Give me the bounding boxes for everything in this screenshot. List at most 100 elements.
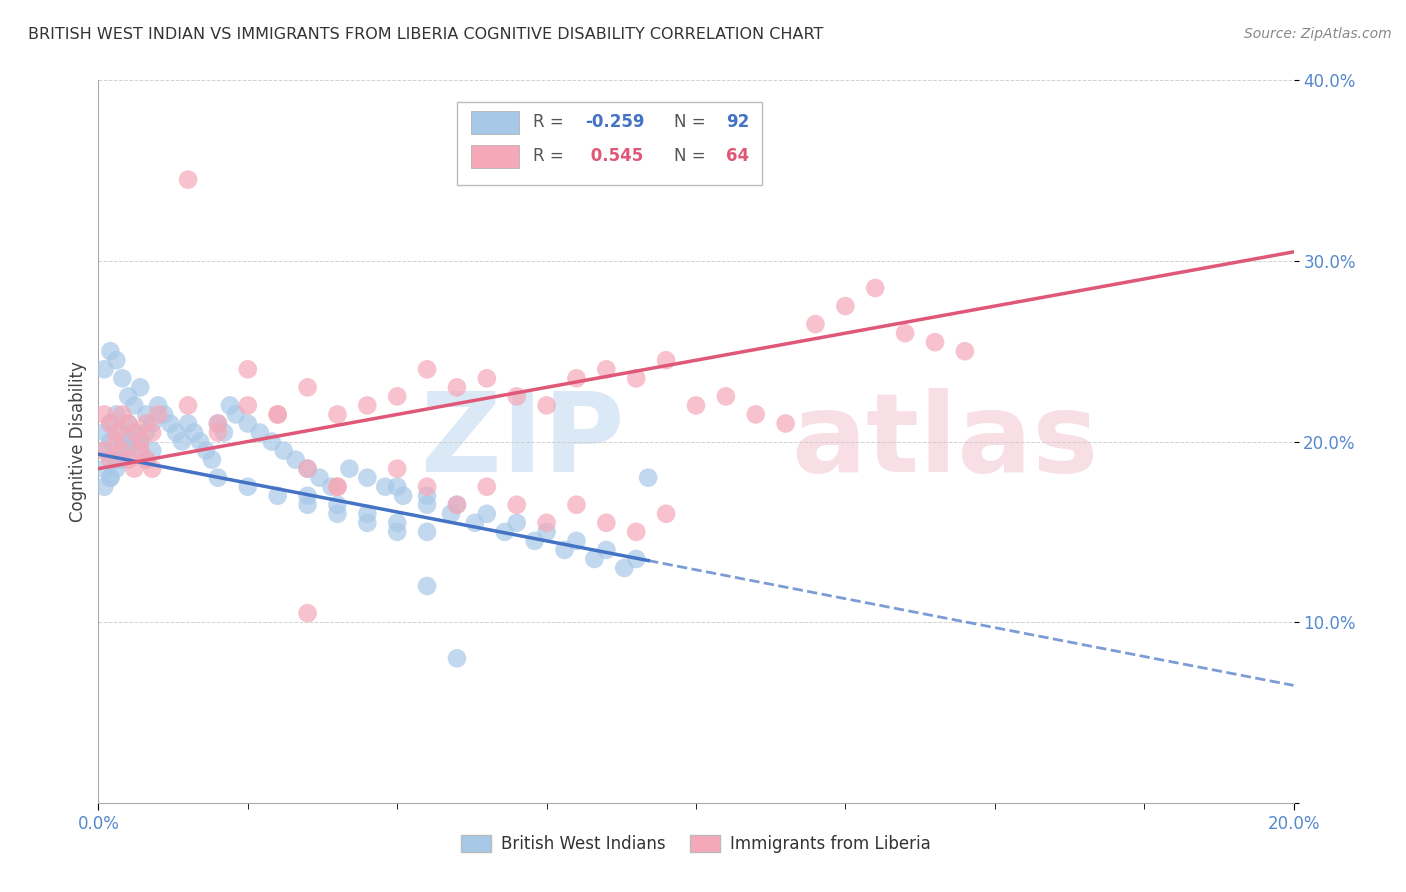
Point (207, 417, 229, 431)
Point (135, 425, 157, 440)
Point (385, 524, 409, 539)
Point (165, 425, 187, 440)
Point (374, 480, 396, 494)
Point (446, 498, 468, 512)
Point (626, 371, 648, 385)
Point (339, 461, 361, 475)
Point (105, 452, 128, 467)
Point (105, 452, 128, 467)
Point (117, 452, 139, 467)
Point (93, 408, 115, 422)
Point (236, 480, 259, 494)
Point (385, 516, 409, 530)
Point (565, 533, 588, 548)
Point (894, 326, 917, 340)
Point (565, 371, 588, 385)
Point (565, 498, 588, 512)
Point (201, 452, 224, 467)
Point (135, 452, 157, 467)
Point (356, 507, 378, 521)
Point (440, 507, 463, 521)
Point (308, 471, 330, 485)
Point (135, 452, 157, 467)
Text: -0.259: -0.259 (585, 113, 644, 131)
Point (98, 344, 122, 359)
Point (129, 380, 152, 394)
Text: BRITISH WEST INDIAN VS IMMIGRANTS FROM LIBERIA COGNITIVE DISABILITY CORRELATION : BRITISH WEST INDIAN VS IMMIGRANTS FROM L… (28, 27, 824, 42)
Point (953, 344, 976, 359)
Point (98, 417, 122, 431)
Point (212, 425, 235, 440)
Point (626, 524, 648, 539)
Point (93, 480, 115, 494)
Text: Source: ZipAtlas.com: Source: ZipAtlas.com (1244, 27, 1392, 41)
Point (536, 398, 558, 412)
Point (297, 498, 319, 512)
Point (714, 389, 737, 403)
Point (177, 417, 200, 431)
Point (98, 471, 122, 485)
Point (595, 362, 617, 376)
Point (356, 516, 378, 530)
Text: N =: N = (675, 147, 711, 165)
Point (506, 389, 529, 403)
Point (804, 317, 827, 331)
Point (613, 561, 636, 575)
Y-axis label: Cognitive Disability: Cognitive Disability (69, 361, 87, 522)
Point (475, 371, 498, 385)
Point (326, 498, 349, 512)
Point (416, 579, 439, 593)
Point (98, 417, 122, 431)
Point (595, 516, 617, 530)
Point (685, 398, 707, 412)
Bar (471, 145, 519, 168)
Bar (471, 111, 519, 134)
Text: atlas: atlas (792, 388, 1099, 495)
Point (98, 452, 122, 467)
Point (834, 299, 856, 313)
Point (93, 461, 115, 475)
Point (124, 425, 146, 440)
Point (117, 417, 139, 431)
FancyBboxPatch shape (457, 102, 762, 185)
Point (105, 425, 128, 440)
Point (98, 434, 122, 449)
Point (775, 417, 797, 431)
Point (385, 461, 409, 475)
Point (135, 417, 157, 431)
Point (159, 417, 181, 431)
Point (297, 461, 319, 475)
Point (195, 443, 218, 458)
Point (117, 389, 139, 403)
Point (446, 498, 468, 512)
Point (321, 480, 343, 494)
Point (284, 452, 307, 467)
Point (385, 389, 409, 403)
Point (326, 408, 349, 422)
Point (267, 489, 290, 503)
Point (141, 443, 163, 458)
Point (494, 524, 516, 539)
Point (475, 480, 498, 494)
Point (416, 362, 439, 376)
Point (416, 524, 439, 539)
Point (172, 434, 194, 449)
Point (260, 434, 283, 449)
Point (124, 434, 146, 449)
Point (98, 471, 122, 485)
Point (111, 452, 134, 467)
Point (297, 606, 319, 620)
Point (129, 434, 152, 449)
Point (554, 542, 576, 557)
Point (745, 408, 768, 422)
Point (236, 417, 259, 431)
Text: 64: 64 (725, 147, 749, 165)
Point (111, 425, 134, 440)
Point (297, 461, 319, 475)
Point (105, 353, 128, 368)
Point (105, 461, 128, 475)
Point (124, 425, 146, 440)
Point (249, 425, 271, 440)
Point (595, 542, 617, 557)
Point (924, 335, 946, 350)
